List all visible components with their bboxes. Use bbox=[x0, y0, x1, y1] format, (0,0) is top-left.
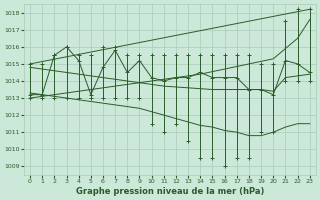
X-axis label: Graphe pression niveau de la mer (hPa): Graphe pression niveau de la mer (hPa) bbox=[76, 187, 264, 196]
